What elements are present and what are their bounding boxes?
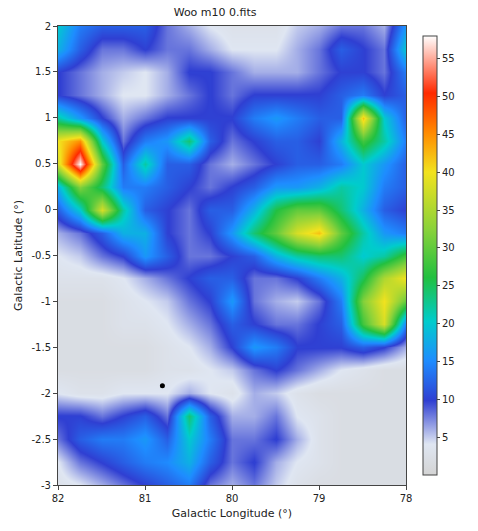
svg-text:40: 40 — [442, 167, 455, 178]
svg-text:-3: -3 — [41, 480, 51, 491]
svg-text:15: 15 — [442, 356, 455, 367]
svg-text:82: 82 — [52, 493, 65, 504]
svg-text:25: 25 — [442, 280, 455, 291]
svg-text:50: 50 — [442, 91, 455, 102]
svg-text:81: 81 — [139, 493, 152, 504]
svg-text:-1.5: -1.5 — [31, 342, 51, 353]
svg-text:2: 2 — [45, 21, 51, 32]
svg-text:1.5: 1.5 — [35, 66, 51, 77]
svg-text:30: 30 — [442, 242, 455, 253]
svg-text:-1: -1 — [41, 296, 51, 307]
svg-text:5: 5 — [442, 432, 448, 443]
svg-text:Galactic Longitude (°): Galactic Longitude (°) — [172, 507, 292, 520]
svg-text:35: 35 — [442, 205, 455, 216]
svg-text:Woo m10 0.fits: Woo m10 0.fits — [174, 6, 257, 19]
svg-text:45: 45 — [442, 129, 455, 140]
svg-text:20: 20 — [442, 318, 455, 329]
svg-text:-2: -2 — [41, 388, 51, 399]
svg-text:10: 10 — [442, 394, 455, 405]
svg-text:-0.5: -0.5 — [31, 250, 51, 261]
svg-text:0: 0 — [45, 204, 51, 215]
svg-text:78: 78 — [400, 493, 413, 504]
svg-text:-2.5: -2.5 — [31, 434, 51, 445]
svg-text:80: 80 — [226, 493, 239, 504]
svg-text:55: 55 — [442, 53, 455, 64]
svg-text:1: 1 — [45, 112, 51, 123]
svg-text:0.5: 0.5 — [35, 158, 51, 169]
svg-text:79: 79 — [313, 493, 326, 504]
svg-text:Galactic Latitude (°): Galactic Latitude (°) — [12, 200, 25, 311]
